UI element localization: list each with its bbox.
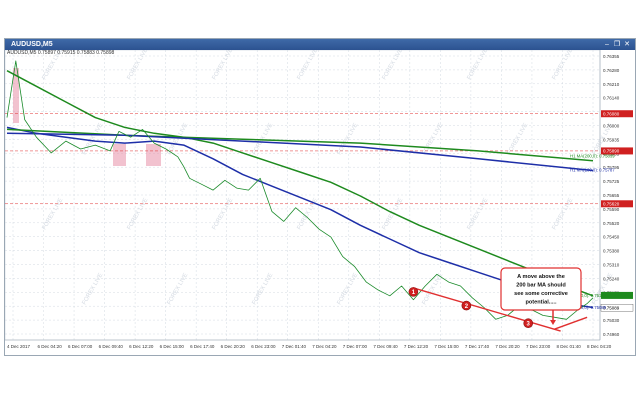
point-marker-1: [408, 287, 419, 297]
price-level-box-label: 0.75620: [603, 202, 620, 207]
price-tick-label: 0.76000: [603, 124, 620, 129]
price-tick-label: 0.75590: [603, 207, 620, 212]
annotation-line: 200 bar MA should: [516, 283, 566, 289]
close-icon[interactable]: ✕: [624, 41, 630, 48]
price-level-box-label: 0.76080: [603, 112, 620, 117]
price-level-box: [601, 147, 633, 155]
trendline-tail: [554, 316, 588, 330]
minimize-icon[interactable]: ‒: [605, 41, 609, 48]
time-tick-label: 4 Dec 2017: [7, 344, 31, 349]
price-series: [6, 60, 594, 320]
time-tick-label: 7 Dec 20:20: [495, 344, 520, 349]
trendline-layer: 1 2 3: [408, 287, 588, 332]
highlight-layer: [13, 68, 161, 166]
time-tick-label: 7 Dec 15:00: [434, 344, 459, 349]
point-marker-label: 2: [465, 304, 469, 310]
price-tick-label: 0.75240: [603, 276, 620, 281]
label-m5-ma200: M5 MA(200,0): 0.75152: [561, 293, 607, 298]
window-title: AUDUSD,M5: [11, 41, 53, 48]
point-marker-label: 3: [527, 321, 531, 327]
label-h1-ma200: H1 MA(200,0): 0.75839: [570, 154, 615, 159]
price-level-box-label: 0.75890: [603, 149, 620, 154]
price-axis: 0.763550.762800.762100.761400.760700.760…: [599, 50, 634, 340]
ma-series-m5-ma-200-0-: [6, 70, 594, 297]
ma-series-m5-ma-100-0-: [6, 126, 594, 309]
annotation-arrowhead: [550, 320, 556, 325]
time-tick-label: 7 Dec 01:40: [282, 344, 307, 349]
chart-window[interactable]: AUDUSD,M5 ‒ ❐ ✕ FOREX LIVE FOREX LIVE FORE…: [4, 38, 636, 356]
price-tick-label: 0.75450: [603, 235, 620, 240]
price-tick-label: 0.74960: [603, 332, 620, 337]
chart-info: AUDUSD,M5 0.75897 0.75915 0.75883 0.7589…: [7, 50, 115, 56]
time-tick-label: 6 Dec 12:20: [129, 344, 154, 349]
highlight-box: [13, 68, 19, 123]
ma-labels: H1 MA(200,0): 0.75839 H1 MA(100,0): 0.757…: [561, 154, 615, 311]
annotation-callout: A move above the 200 bar MA should see som…: [500, 267, 582, 325]
price-tick-label: 0.76280: [603, 68, 620, 73]
price-tick-label: 0.76210: [603, 82, 620, 87]
time-axis: 4 Dec 2017 6 Dec 04:20 6 Dec 07:00 6 Dec 09…: [5, 339, 612, 349]
time-tick-label: 7 Dec 04:20: [312, 344, 337, 349]
highlight-box: [146, 144, 161, 166]
label-h1-ma100: H1 MA(100,0): 0.75787: [570, 168, 615, 173]
price-marker-box: [600, 304, 634, 312]
price-tick-label: 0.76140: [603, 96, 620, 101]
annotation-box: [500, 267, 582, 311]
time-tick-label: 8 Dec 01:40: [556, 344, 581, 349]
time-tick-label: 8 Dec 04:20: [587, 344, 612, 349]
highlight-box: [113, 144, 126, 166]
price-tick-label: 0.75725: [603, 179, 620, 184]
time-tick-label: 7 Dec 07:00: [343, 344, 368, 349]
support-trendline: [413, 287, 561, 332]
ma-series-h1-ma-100-0-: [6, 132, 594, 172]
price-tick-label: 0.75520: [603, 221, 620, 226]
restore-icon[interactable]: ❐: [613, 41, 621, 48]
ma200-marker-box: [601, 291, 633, 299]
grid: [5, 50, 600, 340]
price-chart[interactable]: FOREX LIVE FOREX LIVE FOREX LIVE FOREX LIVE…: [4, 47, 635, 355]
point-marker-3: [523, 318, 534, 329]
time-tick-label: 6 Dec 15:00: [160, 344, 185, 349]
time-tick-label: 7 Dec 09:40: [373, 344, 398, 349]
time-tick-label: 7 Dec 17:40: [465, 344, 490, 349]
price-marker-label: 0.75089: [603, 306, 620, 311]
price-tick-label: 0.75935: [603, 137, 620, 142]
time-tick-label: 6 Dec 04:20: [38, 344, 63, 349]
time-tick-label: 6 Dec 09:40: [99, 344, 124, 349]
annotation-line: potential.....: [525, 300, 557, 306]
time-tick-label: 6 Dec 17:40: [190, 344, 215, 349]
time-tick-label: 6 Dec 20:20: [221, 344, 246, 349]
time-tick-label: 7 Dec 12:20: [404, 344, 429, 349]
price-tick-label: 0.75655: [603, 193, 620, 198]
point-marker-label: 1: [412, 290, 416, 296]
price-tick-label: 0.75795: [603, 165, 620, 170]
price-tick-label: 0.76355: [603, 54, 620, 59]
price-tick-label: 0.75380: [603, 249, 620, 254]
price-level-box: [601, 200, 633, 208]
chart-area[interactable]: FOREX LIVE FOREX LIVE FOREX LIVE FOREX LIVE…: [4, 47, 635, 355]
series-layer: [6, 60, 594, 320]
price-tick-label: 0.75310: [603, 263, 620, 268]
price-level-box: [601, 110, 633, 118]
time-tick-label: 7 Dec 23:00: [526, 344, 551, 349]
time-tick-label: 6 Dec 07:00: [68, 344, 93, 349]
window-titlebar[interactable]: AUDUSD,M5 ‒ ❐ ✕: [5, 39, 635, 50]
annotation-line: see some corrective: [514, 291, 568, 297]
price-tick-label: 0.75030: [603, 318, 620, 323]
point-marker-2: [461, 300, 472, 311]
price-level-lines: [5, 113, 600, 205]
label-m5-ma100: M5 MA(100,0): 0.75089: [561, 305, 607, 310]
time-tick-label: 6 Dec 23:00: [251, 344, 276, 349]
annotation-line: A move above the: [517, 274, 565, 280]
